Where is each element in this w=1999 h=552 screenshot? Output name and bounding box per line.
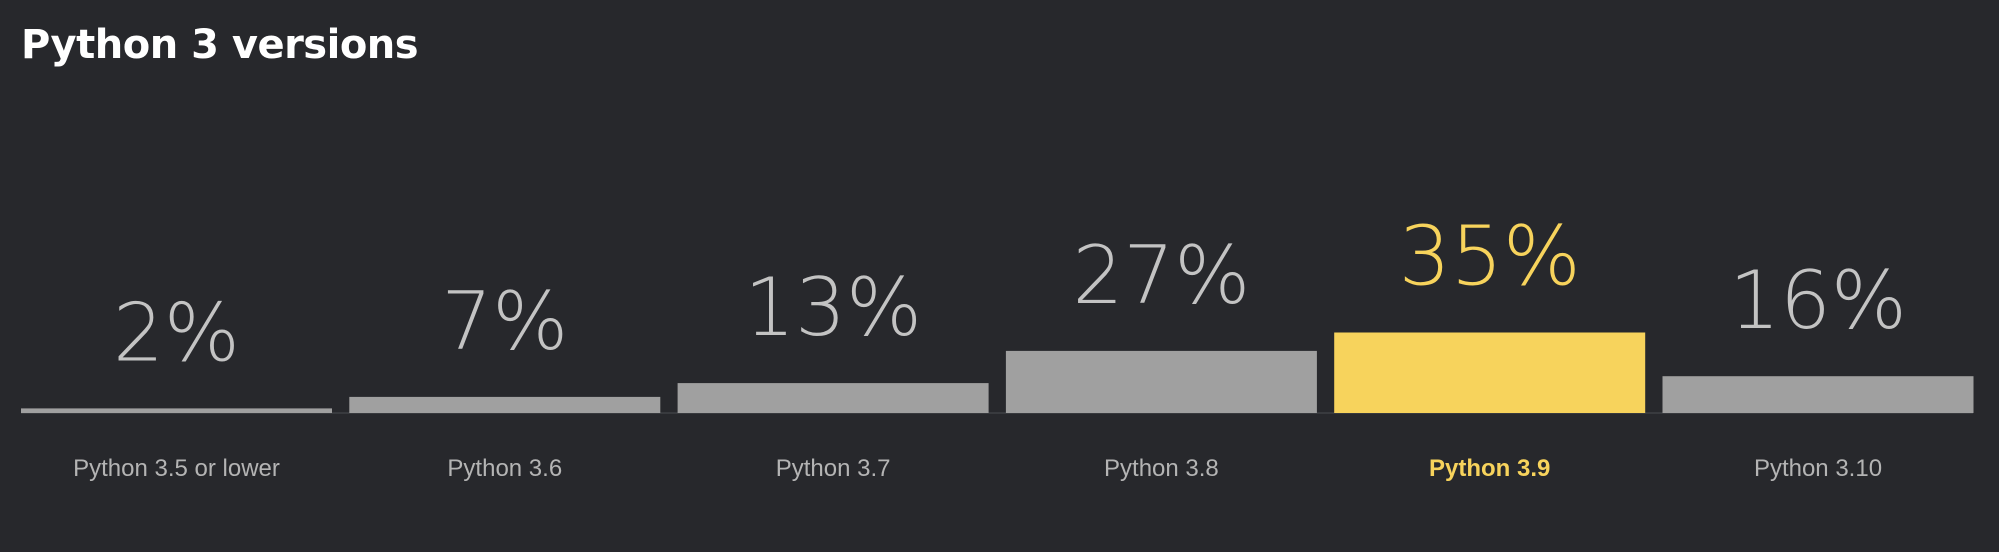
value-label: 7% <box>441 275 568 368</box>
bar-group <box>21 332 1974 413</box>
bar-python-3-8 <box>1005 350 1317 413</box>
value-label: 16% <box>1729 254 1907 347</box>
category-label: Python 3.10 <box>1754 455 1882 482</box>
category-label: Python 3.9 <box>1429 455 1550 482</box>
bar-python-3-5-or-lower <box>21 408 332 413</box>
bar-python-3-7 <box>677 383 989 413</box>
category-label-group: Python 3.5 or lower Python 3.6 Python 3.7 P… <box>73 455 1882 482</box>
category-label: Python 3.7 <box>776 455 891 482</box>
value-label-group: 2% 7% 13% 27% 35% 16% <box>113 210 1907 380</box>
bar-python-3-6 <box>349 396 661 413</box>
bar-python-3-9 <box>1334 332 1646 413</box>
value-label: 13% <box>744 261 922 354</box>
value-label: 2% <box>113 286 240 379</box>
value-label: 35% <box>1399 210 1581 305</box>
category-label: Python 3.6 <box>447 455 562 482</box>
category-label: Python 3.8 <box>1104 455 1219 482</box>
bar-python-3-10 <box>1662 376 1974 413</box>
value-label: 27% <box>1072 229 1250 322</box>
category-label: Python 3.5 or lower <box>73 455 280 482</box>
chart-title: Python 3 versions <box>21 22 419 68</box>
